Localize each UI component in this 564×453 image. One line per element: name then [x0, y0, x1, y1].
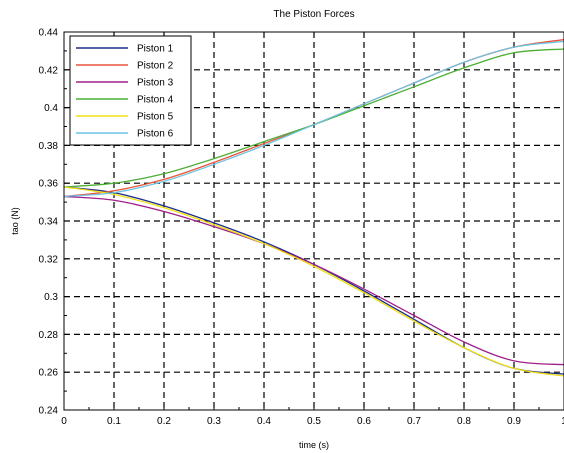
y-axis-label: tao (N): [10, 207, 20, 235]
series-lines: [63, 38, 564, 377]
x-tick-label: 0.9: [507, 416, 521, 427]
x-tick-label: 0: [61, 416, 67, 427]
x-tick-label: 0.3: [207, 416, 221, 427]
y-tick-label: 0.32: [39, 254, 59, 265]
y-tick-label: 0.3: [44, 292, 58, 303]
x-tick-label: 0.1: [107, 416, 121, 427]
y-tick-label: 0.26: [39, 368, 59, 379]
y-tick-label: 0.36: [39, 179, 59, 190]
series-line-piston-3: [63, 195, 564, 366]
legend-label: Piston 5: [137, 112, 174, 123]
y-tick-label: 0.44: [39, 28, 59, 39]
y-tick-label: 0.4: [44, 103, 58, 114]
x-tick-label: 0.8: [457, 416, 471, 427]
legend-label: Piston 3: [137, 78, 174, 89]
legend-label: Piston 4: [137, 95, 174, 106]
x-tick-label: 0.5: [307, 416, 321, 427]
legend-box: [69, 35, 192, 146]
y-tick-label: 0.38: [39, 141, 59, 152]
legend: Piston 1 Piston 2 Piston 3 Piston 4 Piston 5…: [69, 35, 192, 146]
x-tick-label: 0.7: [407, 416, 421, 427]
legend-label: Piston 2: [137, 61, 174, 72]
y-tick-label: 0.24: [39, 406, 59, 417]
x-tick-label: 0.2: [157, 416, 171, 427]
series-line-piston-5: [63, 186, 564, 377]
chart-title: The Piston Forces: [273, 9, 354, 20]
series-line-piston-6: [63, 40, 564, 198]
y-tick-label: 0.28: [39, 330, 59, 341]
legend-label: Piston 1: [137, 44, 174, 55]
axis-ticks: 0 0.1 0.2 0.3 0.4 0.5 0.6 0.7 0.8 0.9 1 0.24 0.26 0.2…: [39, 28, 564, 427]
legend-label: Piston 6: [137, 129, 174, 140]
y-tick-label: 0.34: [39, 217, 59, 228]
x-tick-label: 1: [561, 416, 564, 427]
x-tick-label: 0.6: [357, 416, 371, 427]
x-tick-label: 0.4: [257, 416, 271, 427]
x-axis-label: time (s): [299, 440, 329, 450]
y-tick-label: 0.42: [39, 65, 59, 76]
